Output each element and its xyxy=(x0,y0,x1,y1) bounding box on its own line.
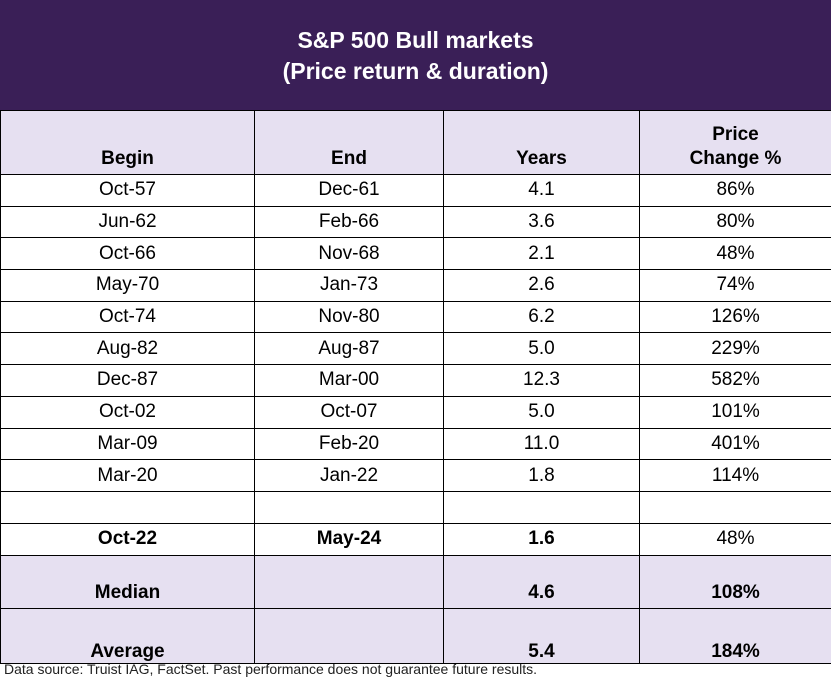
table-row: Oct-02 Oct-07 5.0 101% xyxy=(0,395,831,429)
years-cell: 12.3 xyxy=(443,364,640,397)
price-change-cell: 48% xyxy=(639,237,831,271)
table-row: Aug-82 Aug-87 5.0 229% xyxy=(0,332,831,366)
price-change-cell: 80% xyxy=(639,205,831,239)
begin-cell: Oct-57 xyxy=(0,174,255,207)
footnote: Data source: Truist IAG, FactSet. Past p… xyxy=(4,661,538,677)
end-cell: Mar-00 xyxy=(254,364,444,397)
begin-cell: Mar-20 xyxy=(0,459,255,492)
end-cell: Feb-66 xyxy=(254,205,444,239)
summary-years: 5.4 xyxy=(443,607,640,664)
years-cell: 5.0 xyxy=(443,395,640,429)
begin-cell: Oct-66 xyxy=(0,237,255,271)
current-years-cell: 1.6 xyxy=(443,522,640,556)
table-row: Oct-57 Dec-61 4.1 86% xyxy=(0,174,831,207)
summary-empty-cell xyxy=(254,554,444,609)
chart-title: S&P 500 Bull markets (Price return & dur… xyxy=(0,0,831,110)
begin-cell: Aug-82 xyxy=(0,332,255,366)
table-row: May-70 Jan-73 2.6 74% xyxy=(0,269,831,302)
header-years: Years xyxy=(443,110,640,175)
summary-price-change: 108% xyxy=(639,554,831,609)
empty-cell xyxy=(639,490,831,524)
blank-row xyxy=(0,490,831,524)
begin-cell: May-70 xyxy=(0,269,255,302)
table-row: Jun-62 Feb-66 3.6 80% xyxy=(0,205,831,239)
current-price-change-cell: 48% xyxy=(639,522,831,556)
price-change-cell: 229% xyxy=(639,332,831,366)
current-end-cell: May-24 xyxy=(254,522,444,556)
end-cell: Jan-22 xyxy=(254,459,444,492)
years-cell: 3.6 xyxy=(443,205,640,239)
price-change-cell: 126% xyxy=(639,300,831,334)
empty-cell xyxy=(0,490,255,524)
summary-label: Median xyxy=(0,554,255,609)
header-end: End xyxy=(254,110,444,175)
years-cell: 2.6 xyxy=(443,269,640,302)
table-row: Dec-87 Mar-00 12.3 582% xyxy=(0,364,831,397)
price-change-cell: 401% xyxy=(639,427,831,461)
years-cell: 1.8 xyxy=(443,459,640,492)
summary-row-median: Median 4.6 108% xyxy=(0,554,831,609)
end-cell: Dec-61 xyxy=(254,174,444,207)
years-cell: 11.0 xyxy=(443,427,640,461)
years-cell: 6.2 xyxy=(443,300,640,334)
summary-label: Average xyxy=(0,607,255,664)
price-change-cell: 86% xyxy=(639,174,831,207)
price-change-cell: 114% xyxy=(639,459,831,492)
header-price-change: Price Change % xyxy=(639,110,831,175)
table-row: Oct-66 Nov-68 2.1 48% xyxy=(0,237,831,271)
header-price-line-2: Change % xyxy=(689,148,782,169)
begin-cell: Dec-87 xyxy=(0,364,255,397)
header-price-line-1: Price xyxy=(712,124,759,145)
table-row: Mar-20 Jan-22 1.8 114% xyxy=(0,459,831,492)
summary-price-change: 184% xyxy=(639,607,831,664)
empty-cell xyxy=(443,490,640,524)
end-cell: Aug-87 xyxy=(254,332,444,366)
years-cell: 4.1 xyxy=(443,174,640,207)
begin-cell: Oct-02 xyxy=(0,395,255,429)
title-line-1: S&P 500 Bull markets xyxy=(297,27,534,53)
table-row: Oct-74 Nov-80 6.2 126% xyxy=(0,300,831,334)
begin-cell: Jun-62 xyxy=(0,205,255,239)
current-market-row: Oct-22 May-24 1.6 48% xyxy=(0,522,831,556)
end-cell: Nov-68 xyxy=(254,237,444,271)
end-cell: Oct-07 xyxy=(254,395,444,429)
price-change-cell: 582% xyxy=(639,364,831,397)
begin-cell: Oct-74 xyxy=(0,300,255,334)
header-begin: Begin xyxy=(0,110,255,175)
empty-cell xyxy=(254,490,444,524)
years-cell: 5.0 xyxy=(443,332,640,366)
table-row: Mar-09 Feb-20 11.0 401% xyxy=(0,427,831,461)
end-cell: Jan-73 xyxy=(254,269,444,302)
current-begin-cell: Oct-22 xyxy=(0,522,255,556)
bull-markets-table: Begin End Years Price Change % Oct-57 Dec… xyxy=(0,110,831,664)
price-change-cell: 74% xyxy=(639,269,831,302)
table-header-row: Begin End Years Price Change % xyxy=(0,110,831,175)
end-cell: Nov-80 xyxy=(254,300,444,334)
begin-cell: Mar-09 xyxy=(0,427,255,461)
title-line-2: (Price return & duration) xyxy=(282,58,549,84)
end-cell: Feb-20 xyxy=(254,427,444,461)
price-change-cell: 101% xyxy=(639,395,831,429)
summary-years: 4.6 xyxy=(443,554,640,609)
summary-row-average: Average 5.4 184% xyxy=(0,607,831,664)
years-cell: 2.1 xyxy=(443,237,640,271)
summary-empty-cell xyxy=(254,607,444,664)
